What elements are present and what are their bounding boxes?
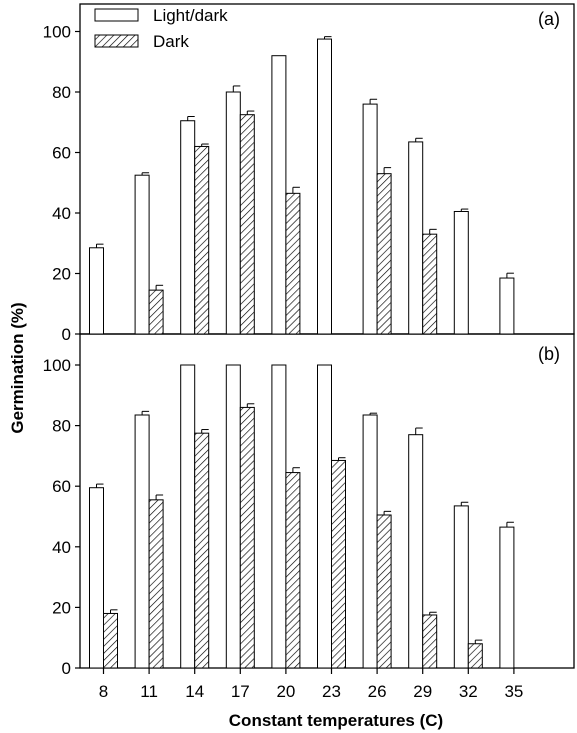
x-tick-label: 8 (99, 682, 108, 701)
bar-light-dark (453, 210, 469, 335)
x-tick-label: 35 (504, 682, 523, 701)
bar-light-dark (134, 174, 150, 335)
x-axis: 8 11 14 17 20 23 26 29 32 35 (99, 668, 523, 701)
x-tick-label: 14 (185, 682, 204, 701)
legend-label-dark: Dark (153, 32, 189, 51)
bar-light-dark (89, 487, 104, 669)
bar-dark (285, 472, 301, 669)
y-axis-title: Germination (%) (8, 302, 27, 433)
bar-light-dark (362, 414, 378, 669)
bar-dark (239, 114, 255, 335)
bar-light-dark (317, 364, 332, 669)
y-tick-label: 40 (52, 204, 71, 223)
bar-light-dark (362, 103, 378, 335)
bar-light-dark (134, 414, 150, 669)
bar-dark (103, 612, 118, 669)
bar-light-dark (453, 505, 469, 669)
bar-light-dark (180, 364, 196, 669)
y-tick-label: 20 (52, 265, 71, 284)
panel-a-marks (89, 36, 515, 335)
y-tick-label: 100 (43, 356, 71, 375)
x-tick-label: 17 (231, 682, 250, 701)
legend-swatch-dark (94, 34, 139, 48)
legend-label-light-dark: Light/dark (153, 6, 228, 25)
y-tick-label: 0 (62, 659, 71, 678)
y-tick-label: 0 (62, 325, 71, 344)
panel-a-y-axis: 0 20 40 60 80 100 (43, 23, 80, 344)
x-tick-label: 26 (368, 682, 387, 701)
y-tick-label: 100 (43, 23, 71, 42)
y-tick-label: 20 (52, 598, 71, 617)
bar-light-dark (271, 364, 287, 669)
bar-light-dark (499, 526, 515, 669)
bar-dark (239, 406, 255, 669)
y-tick-label: 60 (52, 144, 71, 163)
x-tick-label: 11 (140, 682, 158, 701)
bar-dark (148, 289, 164, 335)
x-tick-label: 29 (413, 682, 432, 701)
bar-light-dark (408, 141, 424, 335)
y-tick-label: 40 (52, 538, 71, 557)
bar-light-dark (408, 434, 424, 669)
bar-light-dark (271, 55, 287, 335)
bar-light-dark (225, 364, 241, 669)
bar-dark (376, 514, 392, 669)
bar-dark (285, 192, 301, 335)
x-tick-label: 20 (276, 682, 295, 701)
bar-dark (331, 459, 346, 669)
x-tick-label: 32 (459, 682, 478, 701)
bar-dark (467, 643, 483, 669)
bar-dark (148, 499, 164, 669)
bar-light-dark (180, 120, 196, 335)
y-tick-label: 60 (52, 477, 71, 496)
panel-a-label: (a) (538, 9, 560, 29)
y-tick-label: 80 (52, 83, 71, 102)
x-tick-label: 23 (322, 682, 341, 701)
legend-swatch-light-dark (94, 8, 139, 22)
panel-b-y-axis: 0 20 40 60 80 100 (43, 356, 80, 678)
bar-light-dark (89, 247, 104, 335)
x-axis-title: Constant temperatures (C) (229, 711, 443, 730)
panel-b-marks (89, 364, 515, 669)
panel-b-label: (b) (538, 344, 560, 364)
bar-dark (194, 145, 210, 335)
bar-dark (422, 614, 438, 669)
bar-light-dark (317, 38, 332, 335)
y-tick-label: 80 (52, 417, 71, 436)
bar-dark (376, 173, 392, 335)
bar-dark (422, 233, 438, 335)
bar-light-dark (499, 277, 515, 335)
bar-dark (194, 432, 210, 669)
legend: Light/dark Dark (94, 6, 228, 51)
bar-light-dark (225, 91, 241, 335)
